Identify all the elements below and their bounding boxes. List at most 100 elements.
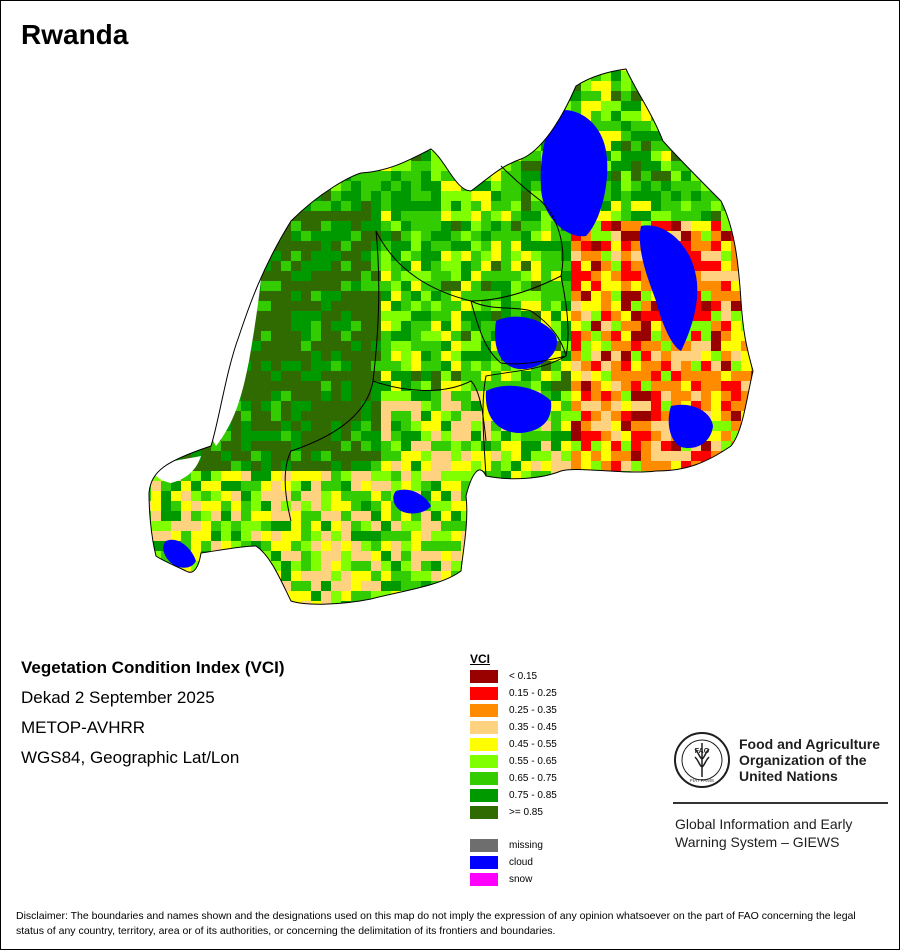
vci-pixel	[651, 421, 661, 431]
vci-pixel	[341, 591, 351, 601]
vci-pixel	[421, 121, 431, 131]
vci-pixel	[301, 111, 311, 121]
legend-label: 0.35 - 0.45	[509, 722, 557, 733]
vci-pixel	[431, 291, 441, 301]
vci-pixel	[531, 251, 541, 261]
vci-pixel	[391, 251, 401, 261]
vci-pixel	[651, 101, 661, 111]
vci-pixel	[381, 561, 391, 571]
vci-pixel	[371, 69, 381, 71]
vci-pixel	[181, 451, 191, 461]
vci-pixel	[711, 601, 721, 605]
vci-pixel	[611, 221, 621, 231]
vci-pixel	[611, 491, 621, 501]
vci-pixel	[351, 311, 361, 321]
vci-pixel	[191, 421, 201, 431]
vci-pixel	[281, 431, 291, 441]
vci-pixel	[671, 141, 681, 151]
vci-pixel	[521, 461, 531, 471]
vci-pixel	[441, 401, 451, 411]
vci-pixel	[511, 281, 521, 291]
vci-pixel	[381, 261, 391, 271]
vci-pixel	[371, 571, 381, 581]
vci-pixel	[481, 551, 491, 561]
vci-pixel	[391, 271, 401, 281]
vci-pixel	[331, 271, 341, 281]
vci-pixel	[351, 331, 361, 341]
vci-pixel	[441, 561, 451, 571]
vci-pixel	[711, 431, 721, 441]
vci-pixel	[481, 211, 491, 221]
vci-pixel	[341, 501, 351, 511]
vci-pixel	[211, 181, 221, 191]
vci-pixel	[511, 371, 521, 381]
vci-pixel	[411, 321, 421, 331]
vci-pixel	[631, 481, 641, 491]
vci-pixel	[151, 441, 161, 451]
vci-pixel	[371, 601, 381, 605]
vci-pixel	[561, 311, 571, 321]
vci-pixel	[571, 361, 581, 371]
vci-pixel	[551, 101, 561, 111]
vci-pixel	[741, 251, 751, 261]
vci-pixel	[591, 421, 601, 431]
vci-pixel	[161, 431, 171, 441]
legend-swatch	[470, 856, 498, 869]
vci-pixel	[201, 301, 211, 311]
vci-pixel	[581, 301, 591, 311]
vci-pixel	[391, 241, 401, 251]
vci-pixel	[621, 321, 631, 331]
vci-pixel	[391, 71, 401, 81]
vci-pixel	[511, 211, 521, 221]
vci-pixel	[641, 481, 651, 491]
vci-pixel	[361, 221, 371, 231]
vci-pixel	[391, 151, 401, 161]
vci-pixel	[371, 361, 381, 371]
vci-pixel	[231, 441, 241, 451]
vci-pixel	[521, 601, 531, 605]
vci-pixel	[391, 311, 401, 321]
vci-pixel	[471, 341, 481, 351]
vci-pixel	[471, 111, 481, 121]
vci-pixel	[701, 121, 711, 131]
vci-pixel	[591, 351, 601, 361]
vci-pixel	[341, 191, 351, 201]
vci-pixel	[721, 421, 731, 431]
vci-pixel	[301, 521, 311, 531]
vci-pixel	[571, 341, 581, 351]
vci-pixel	[271, 181, 281, 191]
vci-pixel	[361, 511, 371, 521]
vci-pixel	[181, 81, 191, 91]
vci-pixel	[571, 581, 581, 591]
vci-pixel	[211, 161, 221, 171]
vci-pixel	[521, 69, 531, 71]
vci-pixel	[271, 221, 281, 231]
vci-pixel	[471, 371, 481, 381]
vci-pixel	[161, 311, 171, 321]
vci-pixel	[491, 171, 501, 181]
vci-pixel	[551, 551, 561, 561]
vci-pixel	[331, 521, 341, 531]
vci-pixel	[471, 191, 481, 201]
vci-pixel	[401, 571, 411, 581]
vci-pixel	[371, 421, 381, 431]
vci-pixel	[581, 69, 591, 71]
vci-pixel	[641, 421, 651, 431]
vci-pixel	[401, 91, 411, 101]
vci-pixel	[451, 401, 461, 411]
vci-pixel	[351, 271, 361, 281]
vci-pixel	[741, 461, 751, 471]
giews-line: Warning System – GIEWS	[675, 834, 840, 850]
vci-pixel	[541, 581, 551, 591]
vci-pixel	[271, 261, 281, 271]
vci-pixel	[231, 251, 241, 261]
vci-pixel	[351, 69, 361, 71]
vci-pixel	[371, 211, 381, 221]
vci-pixel	[151, 501, 161, 511]
vci-pixel	[361, 69, 371, 71]
vci-pixel	[351, 541, 361, 551]
vci-pixel	[631, 441, 641, 451]
vci-pixel	[591, 461, 601, 471]
vci-pixel	[261, 291, 271, 301]
vci-pixel	[211, 121, 221, 131]
